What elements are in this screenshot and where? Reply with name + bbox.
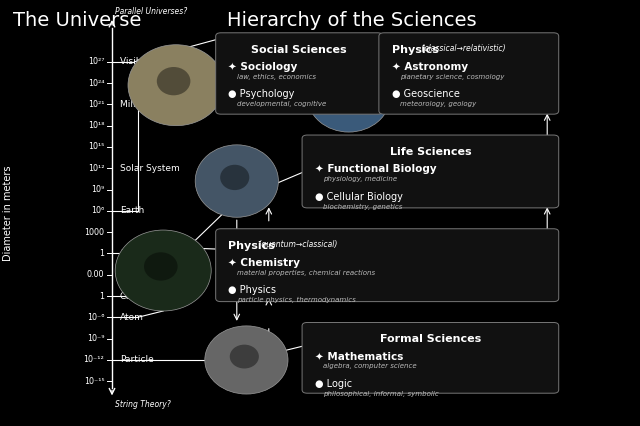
Text: Milky Way: Milky Way xyxy=(120,100,165,109)
Text: 10⁻¹⁵: 10⁻¹⁵ xyxy=(84,377,104,386)
Text: ✦ Functional Biology: ✦ Functional Biology xyxy=(315,164,436,174)
Text: 10¹²: 10¹² xyxy=(88,164,104,173)
Text: developmental, cognitive: developmental, cognitive xyxy=(237,101,326,107)
Text: 10⁻¹²: 10⁻¹² xyxy=(84,355,104,365)
Text: 10¹⁸: 10¹⁸ xyxy=(88,121,104,130)
Text: Formal Sciences: Formal Sciences xyxy=(380,334,481,344)
Text: 10²⁷: 10²⁷ xyxy=(88,57,104,66)
Ellipse shape xyxy=(115,230,211,311)
Text: 10⁹: 10⁹ xyxy=(91,185,104,194)
FancyBboxPatch shape xyxy=(216,33,383,114)
Text: ● Cellular Biology: ● Cellular Biology xyxy=(315,192,403,201)
Text: 10²¹: 10²¹ xyxy=(88,100,104,109)
Text: 10⁶: 10⁶ xyxy=(91,206,104,216)
Text: The Universe: The Universe xyxy=(13,11,141,30)
Ellipse shape xyxy=(332,80,362,105)
Text: Visible Universe: Visible Universe xyxy=(120,57,192,66)
Text: philosophical, informal, symbolic: philosophical, informal, symbolic xyxy=(323,391,439,397)
Text: ● Logic: ● Logic xyxy=(315,379,352,389)
Ellipse shape xyxy=(230,345,259,368)
Text: Parallel Universes?: Parallel Universes? xyxy=(115,7,188,16)
FancyBboxPatch shape xyxy=(302,135,559,208)
Text: ● Physics: ● Physics xyxy=(228,285,276,295)
Text: 1000: 1000 xyxy=(84,227,104,237)
Text: String Theory?: String Theory? xyxy=(115,400,171,409)
Text: ✦ Sociology: ✦ Sociology xyxy=(228,62,298,72)
Text: planetary science, cosmology: planetary science, cosmology xyxy=(400,74,504,80)
Text: physiology, medicine: physiology, medicine xyxy=(323,176,397,182)
Text: Solar System: Solar System xyxy=(120,164,179,173)
FancyBboxPatch shape xyxy=(216,229,559,302)
Text: Hierarchy of the Sciences: Hierarchy of the Sciences xyxy=(227,11,477,30)
Text: law, ethics, economics: law, ethics, economics xyxy=(237,74,316,80)
Text: ✦ Mathematics: ✦ Mathematics xyxy=(315,351,403,361)
Text: Particle: Particle xyxy=(120,355,154,365)
Text: biochemistry, genetics: biochemistry, genetics xyxy=(323,204,403,210)
Ellipse shape xyxy=(307,60,390,132)
Text: 0.00: 0.00 xyxy=(87,270,104,279)
Text: meteorology, geology: meteorology, geology xyxy=(400,101,476,107)
Text: Physics: Physics xyxy=(392,45,438,55)
Text: Human: Human xyxy=(120,249,152,258)
Ellipse shape xyxy=(157,67,191,95)
Text: Life Sciences: Life Sciences xyxy=(390,147,471,157)
Text: 10¹⁵: 10¹⁵ xyxy=(88,142,104,152)
FancyBboxPatch shape xyxy=(302,322,559,393)
Text: Social Sciences: Social Sciences xyxy=(252,45,347,55)
Text: ● Geoscience: ● Geoscience xyxy=(392,89,460,99)
Ellipse shape xyxy=(128,45,224,126)
Text: Diameter in meters: Diameter in meters xyxy=(3,165,13,261)
Text: (quantum→classical): (quantum→classical) xyxy=(256,240,337,249)
Text: particle physics, thermodynamics: particle physics, thermodynamics xyxy=(237,297,356,303)
Text: Cell: Cell xyxy=(120,291,137,301)
Text: 10⁻⁹: 10⁻⁹ xyxy=(87,334,104,343)
Text: (classical→relativistic): (classical→relativistic) xyxy=(419,44,506,53)
Ellipse shape xyxy=(220,165,250,190)
Text: 1: 1 xyxy=(99,291,104,301)
Text: ✦ Astronomy: ✦ Astronomy xyxy=(392,62,468,72)
Text: 1: 1 xyxy=(99,249,104,258)
Text: Physics: Physics xyxy=(228,241,275,250)
Ellipse shape xyxy=(195,145,278,217)
FancyBboxPatch shape xyxy=(379,33,559,114)
Text: ● Psychology: ● Psychology xyxy=(228,89,295,99)
Ellipse shape xyxy=(205,326,288,394)
Text: material properties, chemical reactions: material properties, chemical reactions xyxy=(237,270,375,276)
Text: ✦ Chemistry: ✦ Chemistry xyxy=(228,258,301,268)
Text: 10⁻⁶: 10⁻⁶ xyxy=(87,313,104,322)
Text: algebra, computer science: algebra, computer science xyxy=(323,363,417,369)
Text: 10²⁴: 10²⁴ xyxy=(88,78,104,88)
Ellipse shape xyxy=(144,252,178,281)
Text: Atom: Atom xyxy=(120,313,143,322)
Text: Earth: Earth xyxy=(120,206,144,216)
